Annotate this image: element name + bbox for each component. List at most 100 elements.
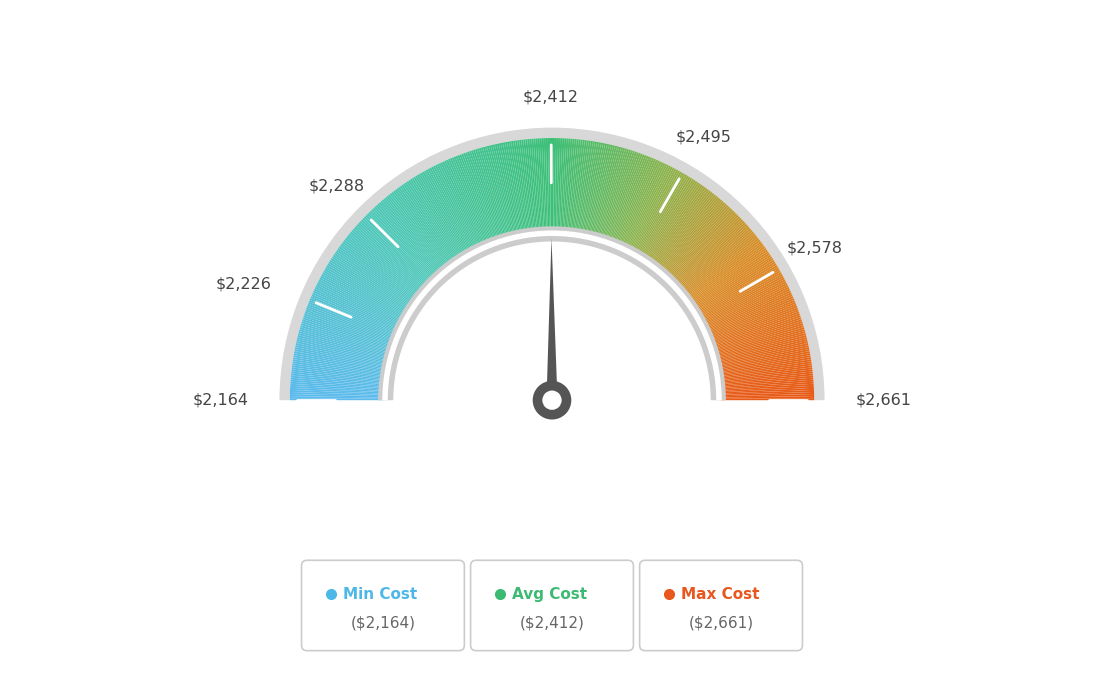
Wedge shape xyxy=(290,396,383,399)
Wedge shape xyxy=(593,146,617,237)
Wedge shape xyxy=(721,390,814,395)
Wedge shape xyxy=(647,184,701,261)
Wedge shape xyxy=(513,141,528,233)
Wedge shape xyxy=(625,164,667,248)
Wedge shape xyxy=(443,161,482,247)
Wedge shape xyxy=(310,298,396,335)
Wedge shape xyxy=(531,139,540,232)
Wedge shape xyxy=(330,258,410,310)
Wedge shape xyxy=(571,139,583,233)
Wedge shape xyxy=(700,274,783,320)
Wedge shape xyxy=(332,255,412,307)
Wedge shape xyxy=(479,148,506,238)
Wedge shape xyxy=(304,313,393,346)
Wedge shape xyxy=(320,276,403,321)
Wedge shape xyxy=(720,365,813,379)
Wedge shape xyxy=(618,159,656,245)
Wedge shape xyxy=(719,362,811,376)
Wedge shape xyxy=(718,351,810,370)
Wedge shape xyxy=(408,180,460,259)
Wedge shape xyxy=(311,294,397,333)
Wedge shape xyxy=(707,293,792,332)
Wedge shape xyxy=(675,219,743,284)
Wedge shape xyxy=(659,197,719,270)
Wedge shape xyxy=(394,189,452,265)
Wedge shape xyxy=(293,359,385,375)
Wedge shape xyxy=(601,149,629,239)
Wedge shape xyxy=(702,281,786,324)
Wedge shape xyxy=(528,139,538,232)
Wedge shape xyxy=(720,367,813,380)
Wedge shape xyxy=(679,227,750,289)
Wedge shape xyxy=(505,142,523,234)
Wedge shape xyxy=(461,153,495,242)
Wedge shape xyxy=(497,144,518,235)
Wedge shape xyxy=(673,218,742,284)
Wedge shape xyxy=(708,296,794,334)
Wedge shape xyxy=(422,171,469,253)
Wedge shape xyxy=(302,319,391,349)
Wedge shape xyxy=(290,394,383,397)
Wedge shape xyxy=(328,263,407,313)
Wedge shape xyxy=(689,246,765,302)
Wedge shape xyxy=(415,175,465,256)
Wedge shape xyxy=(716,341,808,364)
Wedge shape xyxy=(676,221,744,286)
Wedge shape xyxy=(410,179,461,258)
Wedge shape xyxy=(418,173,467,255)
Wedge shape xyxy=(700,272,782,319)
Wedge shape xyxy=(605,152,637,240)
Wedge shape xyxy=(680,228,752,290)
Wedge shape xyxy=(574,140,588,233)
Wedge shape xyxy=(614,157,650,244)
Wedge shape xyxy=(715,335,806,359)
Wedge shape xyxy=(588,144,612,235)
Wedge shape xyxy=(560,138,566,231)
Wedge shape xyxy=(298,335,389,359)
Wedge shape xyxy=(705,290,790,331)
Text: Min Cost: Min Cost xyxy=(343,587,417,602)
Wedge shape xyxy=(370,210,435,279)
Wedge shape xyxy=(400,186,455,263)
Wedge shape xyxy=(306,309,393,343)
Wedge shape xyxy=(452,157,489,244)
Wedge shape xyxy=(626,165,669,249)
Wedge shape xyxy=(298,333,389,358)
Wedge shape xyxy=(475,149,503,239)
Wedge shape xyxy=(294,351,386,370)
Wedge shape xyxy=(501,143,520,235)
Wedge shape xyxy=(559,138,564,231)
Wedge shape xyxy=(489,145,512,236)
Wedge shape xyxy=(714,325,804,353)
Wedge shape xyxy=(622,161,661,247)
Wedge shape xyxy=(317,283,401,326)
Text: Max Cost: Max Cost xyxy=(681,587,760,602)
Wedge shape xyxy=(678,225,749,288)
Wedge shape xyxy=(314,288,399,329)
Wedge shape xyxy=(517,140,531,233)
Wedge shape xyxy=(325,268,406,317)
Wedge shape xyxy=(711,313,800,346)
Wedge shape xyxy=(720,371,813,383)
Wedge shape xyxy=(295,347,386,367)
Wedge shape xyxy=(516,140,530,233)
Wedge shape xyxy=(684,236,758,295)
Wedge shape xyxy=(721,392,814,396)
Wedge shape xyxy=(712,315,800,346)
Wedge shape xyxy=(473,150,502,239)
Wedge shape xyxy=(594,146,619,237)
Wedge shape xyxy=(719,353,810,371)
Wedge shape xyxy=(401,184,456,262)
Wedge shape xyxy=(294,355,385,373)
Wedge shape xyxy=(544,138,548,231)
Wedge shape xyxy=(680,230,753,291)
Wedge shape xyxy=(314,290,399,331)
Wedge shape xyxy=(708,300,795,337)
Wedge shape xyxy=(573,140,587,233)
Wedge shape xyxy=(720,369,813,382)
Wedge shape xyxy=(711,311,799,344)
Wedge shape xyxy=(437,164,479,248)
Wedge shape xyxy=(471,150,501,239)
Wedge shape xyxy=(295,345,386,366)
Wedge shape xyxy=(290,382,383,390)
